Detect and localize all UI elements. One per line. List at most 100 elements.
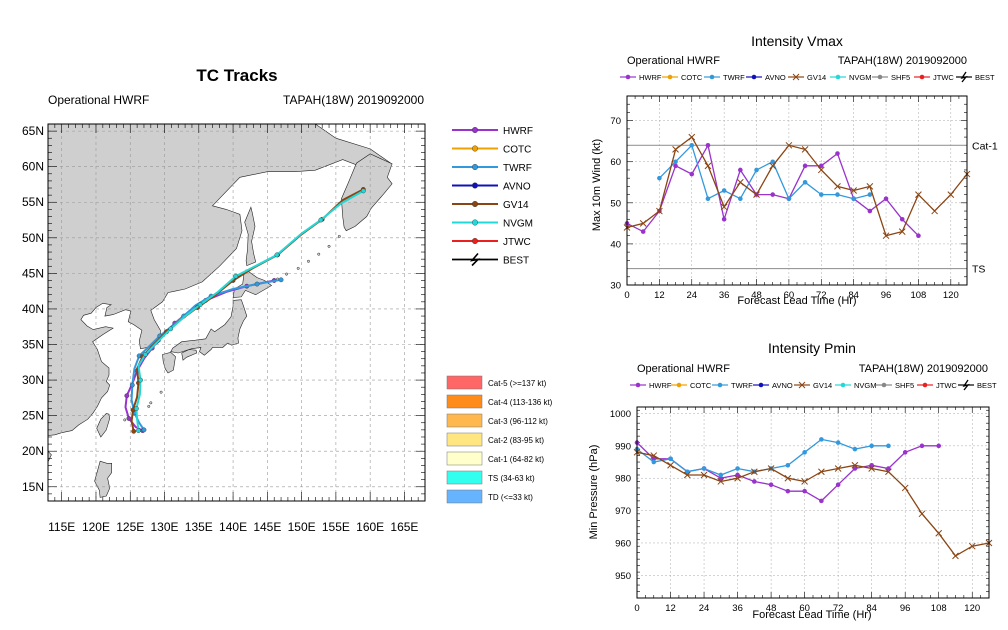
map-lon-tick-label: 140E <box>219 520 247 534</box>
map-lat-tick-label: 40N <box>22 302 44 316</box>
vmax-frame <box>626 95 968 286</box>
vmax-point-hwrf <box>673 163 678 169</box>
track-twrf <box>130 278 282 431</box>
pmin-point-twrf <box>886 443 891 449</box>
vmax-point-gv14 <box>769 162 777 170</box>
pmin-y-tick-label: 960 <box>615 538 631 549</box>
track-point-nvgm <box>318 217 324 223</box>
map-lon-tick-label: 135E <box>185 520 213 534</box>
pmin-point-gv14 <box>801 478 808 485</box>
vmax-point-hwrf <box>899 216 905 222</box>
vmax-point-gv14 <box>785 141 793 149</box>
pmin-series-gv14 <box>636 451 990 557</box>
map-subtitle-left: Operational HWRF <box>48 93 149 107</box>
category-label: TS (34-63 kt) <box>488 474 535 483</box>
track-point-nvgm <box>197 302 203 308</box>
pmin-x-tick-label: 60 <box>799 603 810 614</box>
island <box>285 272 288 276</box>
vmax-x-tick-label: 12 <box>654 290 665 301</box>
map-tracks <box>124 187 366 434</box>
track-point-hwrf <box>126 416 132 421</box>
pmin-point-twrf <box>802 450 807 455</box>
land-polygon <box>170 299 248 356</box>
vmax-subtitle-left: Operational HWRF <box>627 55 720 67</box>
pmin-point-gv14 <box>952 552 959 560</box>
pmin-plot: 0 12 24 36 48 60 72 84 96 108 120 950 960 970 980 990 10… <box>610 406 993 614</box>
track-nvgm <box>135 190 364 431</box>
vmax-plot: 0 12 24 36 48 60 72 84 96 108 120 30 40 50 60 70 Cat-1 TS <box>610 95 998 301</box>
category-label: Cat-1 (64-82 kt) <box>488 455 544 464</box>
pmin-point-gv14 <box>818 468 825 476</box>
pmin-point-twrf <box>651 459 657 465</box>
vmax-point-gv14 <box>931 207 938 215</box>
pmin-y-tick-label: 1000 <box>610 409 631 420</box>
vmax-point-gv14 <box>720 203 728 211</box>
map-legend-marker <box>472 219 479 226</box>
pmin-y-tick-label: 980 <box>615 474 631 485</box>
vmax-x-tick-label: 96 <box>881 290 892 301</box>
map-legend-marker <box>472 145 479 152</box>
pmin-point-gv14 <box>901 484 909 492</box>
hurricane-symbol-icon <box>962 379 970 391</box>
pmin-point-gv14 <box>968 542 976 550</box>
vmax-ref-label: Cat-1 <box>972 140 998 152</box>
vmax-point-hwrf <box>640 229 646 234</box>
map-lat-tick-label: 25N <box>22 409 44 423</box>
pmin-point-hwrf <box>651 456 657 462</box>
vmax-point-hwrf <box>818 163 824 169</box>
pmin-point-gv14 <box>717 478 725 485</box>
land-polygon <box>162 351 176 374</box>
hurricane-symbol-icon <box>469 252 481 267</box>
land-polygon <box>94 460 112 498</box>
map-lon-tick-label: 125E <box>116 520 144 534</box>
map-legend-label: COTC <box>503 145 531 156</box>
vmax-point-twrf <box>867 192 873 197</box>
map-lon-tick-label: 160E <box>356 520 384 534</box>
track-point-nvgm <box>142 352 148 357</box>
vmax-series-twrf <box>658 144 871 200</box>
track-point-nvgm <box>134 406 139 411</box>
map-legend-label: BEST <box>503 256 529 267</box>
category-label: Cat-2 (83-95 kt) <box>488 436 544 445</box>
pmin-point-gv14 <box>667 461 674 469</box>
pmin-point-twrf <box>735 466 740 471</box>
vmax-y-tick-label: 40 <box>610 239 621 250</box>
pmin-x-tick-label: 96 <box>900 603 911 614</box>
pmin-point-gv14 <box>851 461 859 469</box>
land-polygon <box>341 153 393 232</box>
vmax-point-gv14 <box>947 191 955 198</box>
vmax-point-twrf <box>673 159 678 165</box>
land-polygon <box>47 123 392 436</box>
legend-marker <box>919 74 925 80</box>
vmax-point-twrf <box>835 192 840 197</box>
legend-label: JTWC <box>936 381 957 390</box>
map-legend-marker <box>472 200 479 207</box>
pmin-subtitle-left: Operational HWRF <box>637 363 730 375</box>
vmax-point-gv14 <box>882 232 890 240</box>
island <box>327 244 331 248</box>
island <box>159 390 163 394</box>
pmin-point-twrf <box>668 456 673 462</box>
vmax-x-tick-label: 72 <box>816 290 827 301</box>
island <box>147 404 151 408</box>
map-legend-label: JTWC <box>503 237 531 248</box>
pmin-point-hwrf <box>785 488 791 494</box>
island <box>123 418 127 422</box>
vmax-x-tick-label: 24 <box>686 290 697 301</box>
pmin-point-gv14 <box>935 529 943 537</box>
map-lon-tick-label: 145E <box>253 520 281 534</box>
map-lon-tick-label: 130E <box>151 520 179 534</box>
pmin-point-twrf <box>718 472 724 478</box>
vmax-point-twrf <box>754 167 759 173</box>
vmax-point-twrf <box>770 159 776 165</box>
map-lon-tick-label: 150E <box>288 520 316 534</box>
legend-marker <box>835 74 841 80</box>
vmax-panel: Intensity Vmax Operational HWRF TAPAH(18… <box>591 33 998 307</box>
pmin-point-hwrf <box>936 443 942 449</box>
vmax-x-tick-label: 60 <box>784 290 795 301</box>
legend-marker <box>667 74 673 80</box>
map-legend-marker <box>472 163 479 170</box>
pmin-point-hwrf <box>735 472 740 478</box>
pmin-legend: HWRF COTC TWRF AVNO GV14 NVGM SHF5 JTWC BEST <box>630 379 997 391</box>
land-polygon <box>244 206 257 267</box>
